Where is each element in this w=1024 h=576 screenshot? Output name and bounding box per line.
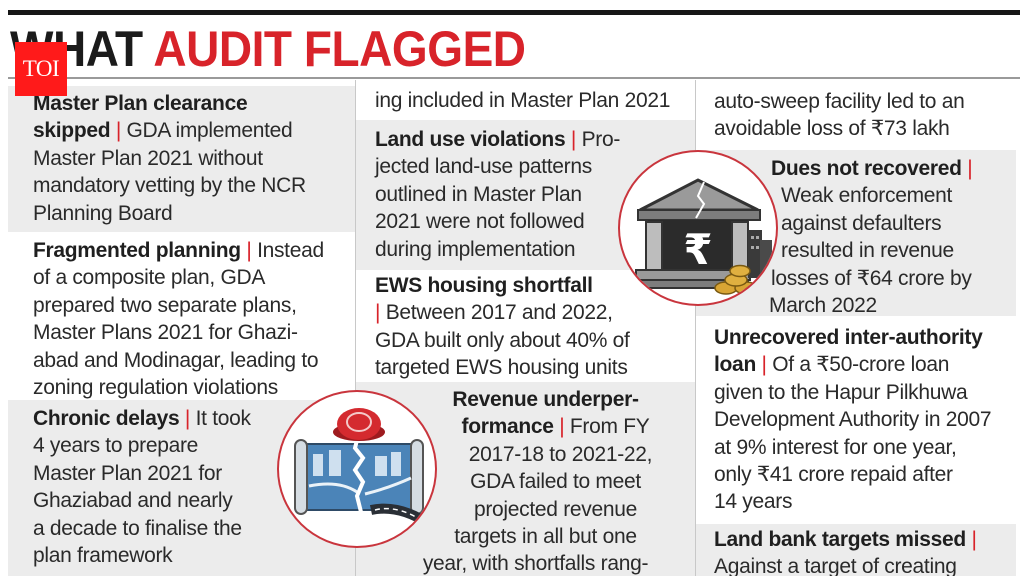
- item-continuation: auto-sweep facility led to an avoidable …: [696, 80, 1016, 150]
- headline: WHAT AUDIT FLAGGED: [10, 22, 526, 76]
- item-continuation: ing included in Master Plan 2021: [356, 80, 695, 120]
- item-ews-housing-shortfall: EWS housing shortfall | Between 2017 and…: [356, 270, 695, 382]
- item-body: March 2022: [769, 294, 877, 318]
- item-body: prepared two separate plans,: [33, 293, 297, 317]
- item-body: avoidable loss of ₹73 lakh: [714, 117, 950, 141]
- item-body: 14 years: [714, 490, 793, 514]
- item-heading: Chronic delays: [33, 407, 180, 430]
- item-body: at 9% interest for one year,: [714, 435, 957, 459]
- item-body: jected land-use patterns: [375, 155, 592, 179]
- item-fragmented-planning: Fragmented planning | Instead of a compo…: [8, 232, 355, 400]
- item-body: Against a target of creating: [714, 555, 957, 576]
- item-heading: Unrecovered inter-authority: [714, 326, 983, 349]
- separator: |: [570, 128, 577, 151]
- item-body: abad and Modinagar, leading to: [33, 348, 319, 372]
- item-body: projected revenue: [473, 497, 637, 521]
- item-body: zoning regulation violations: [33, 376, 278, 400]
- item-body: GDA built only about 40% of: [375, 328, 630, 352]
- item-body: during implementation: [375, 237, 576, 261]
- top-rule: [8, 10, 1020, 15]
- item-body: Development Authority in 2007: [714, 408, 992, 432]
- item-body: a decade to finalise the: [33, 516, 242, 540]
- item-body: mandatory vetting by the NCR: [33, 174, 306, 198]
- item-body: outlined in Master Plan: [375, 182, 582, 206]
- column-3: auto-sweep facility led to an avoidable …: [695, 80, 1024, 576]
- item-body: Master Plans 2021 for Ghazi-: [33, 321, 298, 345]
- item-body: Instead: [257, 239, 324, 262]
- item-master-plan-clearance: Master Plan clearance skipped | GDA impl…: [8, 86, 355, 232]
- item-body: Master Plan 2021 without: [33, 146, 263, 170]
- item-body: Ghaziabad and nearly: [33, 489, 233, 513]
- item-heading: Revenue underper-: [452, 388, 639, 411]
- item-heading: Fragmented planning: [33, 239, 241, 262]
- item-body: Planning Board: [33, 201, 173, 225]
- item-body: of a composite plan, GDA: [33, 266, 266, 290]
- item-body: given to the Hapur Pilkhuwa: [714, 380, 968, 404]
- item-heading: EWS housing shortfall: [375, 274, 593, 297]
- separator: |: [115, 119, 121, 143]
- separator: |: [184, 407, 191, 430]
- item-heading: loan: [714, 353, 756, 377]
- separator: |: [375, 301, 381, 325]
- svg-text:₹: ₹: [683, 225, 712, 274]
- torn-city-map-icon: [277, 390, 437, 548]
- item-body: year, with shortfalls rang-: [422, 552, 649, 576]
- broken-bank-rupee-icon: ₹: [618, 150, 778, 306]
- header-divider: [8, 77, 1020, 79]
- item-body: resulted in revenue: [781, 239, 954, 263]
- item-heading: Land bank targets missed: [714, 528, 966, 551]
- item-body: GDA failed to meet: [470, 470, 641, 494]
- item-body: plan framework: [33, 544, 173, 568]
- item-body: against defaulters: [781, 211, 942, 235]
- item-body: Pro-: [581, 128, 621, 151]
- item-heading: Land use violations: [375, 128, 566, 151]
- item-body: It took: [195, 407, 251, 430]
- item-body: Master Plan 2021 for: [33, 461, 222, 485]
- item-heading: formance: [461, 415, 554, 439]
- item-body: ing included in Master Plan 2021: [375, 89, 671, 112]
- separator: |: [246, 239, 252, 262]
- item-body: GDA implemented: [126, 119, 293, 143]
- item-body: Of a ₹50-crore loan: [772, 353, 950, 377]
- item-body: targets in all but one: [454, 525, 637, 549]
- item-body: auto-sweep facility led to an: [714, 90, 965, 113]
- item-unrecovered-loan: Unrecovered inter-authority loan | Of a …: [696, 316, 1016, 524]
- item-body: 2017-18 to 2021-22,: [468, 442, 653, 466]
- item-body: Between 2017 and 2022,: [385, 301, 613, 325]
- item-body: losses of ₹64 crore by: [771, 266, 972, 290]
- headline-red: AUDIT FLAGGED: [153, 21, 526, 77]
- item-heading: skipped: [33, 119, 111, 143]
- separator: |: [967, 157, 973, 180]
- item-body: only ₹41 crore repaid after: [714, 463, 953, 487]
- item-body: 2021 were not followed: [375, 210, 585, 234]
- item-body: Weak enforcement: [781, 184, 953, 208]
- toi-logo-badge: TOI: [15, 42, 67, 96]
- item-land-bank-targets: Land bank targets missed | Against a tar…: [696, 524, 1016, 576]
- item-heading: Master Plan clearance: [33, 92, 248, 115]
- separator: |: [761, 353, 767, 377]
- item-body: From FY: [569, 415, 650, 439]
- item-heading: Dues not recovered: [771, 157, 962, 180]
- separator: |: [971, 528, 977, 551]
- column-2: ing included in Master Plan 2021 Land us…: [355, 80, 695, 576]
- separator: |: [559, 415, 565, 439]
- item-body: 4 years to prepare: [33, 434, 199, 458]
- item-body: targeted EWS housing units: [375, 356, 628, 380]
